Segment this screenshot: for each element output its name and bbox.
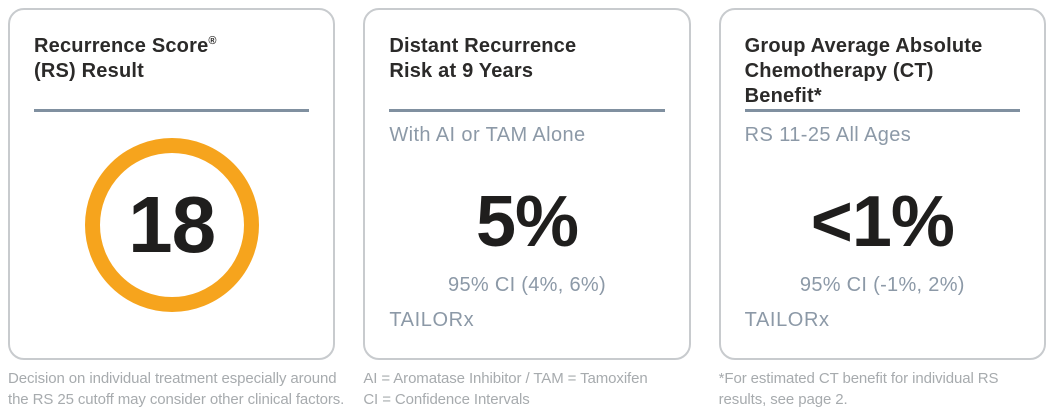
recurrence-score-column: Recurrence Score® (RS) Result 18 Decision… xyxy=(8,8,344,410)
distant-recurrence-subtitle: With AI or TAM Alone xyxy=(389,124,586,146)
distant-recurrence-card: Distant Recurrence Risk at 9 Years With A… xyxy=(363,8,691,360)
registered-trademark-symbol: ® xyxy=(208,35,217,47)
chemo-benefit-title: Group Average Absolute Chemotherapy (CT) B… xyxy=(745,34,1020,109)
footnote-recurrence-score: Decision on individual treatment especia… xyxy=(8,368,344,410)
footnote-line-1: Decision on individual treatment especia… xyxy=(8,370,337,387)
divider xyxy=(389,109,665,112)
footnote-line-1: *For estimated CT benefit for individual… xyxy=(718,370,999,387)
recurrence-score-title: Recurrence Score® (RS) Result xyxy=(34,34,309,109)
distant-recurrence-title: Distant Recurrence Risk at 9 Years xyxy=(389,34,664,109)
footnote-ct-benefit: *For estimated CT benefit for individual… xyxy=(719,368,1046,410)
title-line-1: Group Average Absolute xyxy=(744,35,983,57)
title-line-1: Distant Recurrence xyxy=(389,35,577,57)
title-line-2: Risk at 9 Years xyxy=(389,60,534,82)
recurrence-score-ring: 18 xyxy=(84,138,259,312)
distant-recurrence-column: Distant Recurrence Risk at 9 Years With A… xyxy=(363,8,691,410)
divider xyxy=(34,109,310,112)
footnote-abbreviations: AI = Aromatase Inhibitor / TAM = Tamoxif… xyxy=(363,368,690,410)
chemo-benefit-value: <1% xyxy=(810,181,955,262)
risk-value-area: 5% 95% CI (4%, 6%) xyxy=(389,147,664,309)
footnote-line-1: AI = Aromatase Inhibitor / TAM = Tamoxif… xyxy=(363,370,648,387)
footnote-line-2: the RS 25 cutoff may consider other clin… xyxy=(8,391,345,408)
footnote-line-2: CI = Confidence Intervals xyxy=(363,391,530,408)
distant-recurrence-confidence-interval: 95% CI (4%, 6%) xyxy=(448,273,606,296)
trial-name-label: TAILORx xyxy=(389,309,475,331)
benefit-value-area: <1% 95% CI (-1%, 2%) xyxy=(745,147,1020,309)
recurrence-score-value: 18 xyxy=(128,180,216,269)
title-line-2: Chemotherapy (CT) xyxy=(744,60,934,82)
score-area: 18 xyxy=(34,112,309,332)
divider xyxy=(744,109,1020,112)
distant-recurrence-risk-value: 5% xyxy=(475,181,579,262)
title-line-2: (RS) Result xyxy=(34,60,144,82)
chemo-benefit-confidence-interval: 95% CI (-1%, 2%) xyxy=(799,273,965,296)
title-line-3: Benefit* xyxy=(744,85,822,107)
recurrence-score-card: Recurrence Score® (RS) Result 18 xyxy=(8,8,336,360)
title-line-1: Recurrence Score xyxy=(34,35,209,57)
chemo-benefit-column: Group Average Absolute Chemotherapy (CT) B… xyxy=(718,8,1046,410)
trial-name-label: TAILORx xyxy=(744,309,830,331)
chemo-benefit-card: Group Average Absolute Chemotherapy (CT) B… xyxy=(718,8,1046,360)
chemo-benefit-subtitle: RS 11-25 All Ages xyxy=(744,124,912,146)
footnote-line-2: results, see page 2. xyxy=(718,391,848,408)
